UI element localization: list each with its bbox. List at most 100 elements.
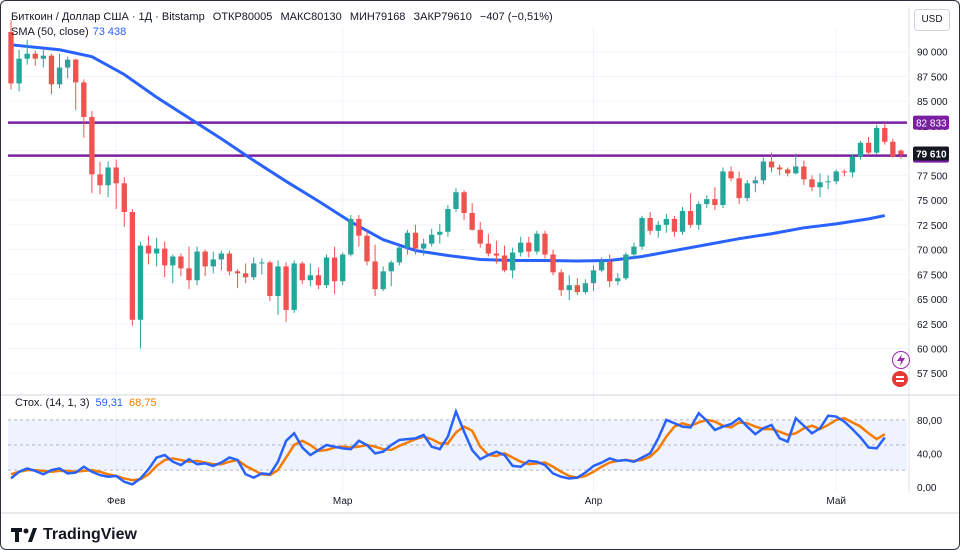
candle: [663, 213, 670, 233]
candle: [558, 269, 564, 297]
candle-body: [242, 273, 249, 278]
candle: [825, 175, 831, 190]
candle: [307, 263, 314, 287]
candle: [696, 201, 702, 230]
candle: [202, 249, 208, 277]
candle-body: [768, 161, 775, 168]
candle: [186, 246, 192, 290]
candle: [331, 246, 338, 295]
price-tick-label: 67 500: [917, 270, 948, 281]
candle: [639, 215, 645, 250]
candle: [404, 229, 411, 255]
low-value: МИН79168: [349, 11, 406, 23]
candle-body: [8, 31, 14, 84]
candle: [566, 275, 572, 301]
candle-body: [631, 246, 637, 255]
candle-body: [687, 210, 694, 225]
candle: [518, 236, 524, 257]
lightning-icon[interactable]: [892, 351, 910, 369]
candle-body: [785, 169, 791, 174]
candle-body: [437, 231, 443, 235]
tradingview-logo[interactable]: TradingView: [11, 526, 137, 544]
sma-line: [10, 43, 886, 263]
candle-body: [113, 167, 119, 184]
candle: [809, 175, 815, 192]
stoch-k-line: [10, 407, 886, 486]
candle: [793, 153, 799, 175]
price-tick-label: 70 000: [917, 246, 948, 257]
candle-body: [550, 254, 556, 273]
candle-body: [857, 142, 864, 157]
candle-body: [744, 183, 750, 199]
candle: [218, 250, 225, 271]
candle: [275, 260, 281, 315]
candle: [760, 157, 767, 185]
candle-body: [251, 263, 257, 278]
candle: [647, 211, 653, 235]
candle-body: [461, 192, 467, 213]
candle-body: [73, 59, 79, 83]
stochastic-legend[interactable]: Стох. (14, 1, 3) 59,31 68,75: [15, 397, 157, 409]
candle: [720, 167, 726, 209]
sma-value: 73 438: [92, 26, 127, 38]
candle: [857, 140, 864, 160]
candle: [736, 171, 742, 205]
price-tick-label: 65 000: [917, 295, 948, 306]
price-tick-label: 75 000: [917, 196, 948, 207]
candle-body: [526, 242, 532, 252]
flag-icon[interactable]: [892, 371, 908, 387]
candle: [356, 214, 362, 247]
candle-body: [598, 261, 605, 271]
symbol-header[interactable]: Биткоин / Доллар США · 1Д · Bitstamp ОТК…: [11, 11, 558, 23]
currency-button[interactable]: USD: [914, 9, 950, 31]
candle-body: [356, 218, 362, 236]
candle: [267, 260, 273, 302]
candle-body: [607, 261, 613, 282]
candle: [631, 242, 637, 259]
candle: [234, 269, 241, 289]
open-value: ОТКР80005: [212, 11, 273, 23]
candle-body: [412, 232, 419, 249]
candle-body: [898, 150, 904, 155]
candle: [323, 254, 330, 289]
sma-legend[interactable]: SMA (50, close) 73 438: [11, 26, 126, 38]
candle: [687, 193, 694, 228]
stoch-tick-label: 40,00: [917, 449, 942, 460]
candle: [437, 223, 443, 244]
candle-body: [299, 263, 305, 281]
candle: [226, 250, 233, 276]
candle: [372, 244, 378, 297]
price-tick-label: 62 500: [917, 320, 948, 331]
candle-body: [582, 283, 589, 293]
candle: [299, 261, 305, 285]
time-tick-label: Апр: [585, 496, 603, 507]
candle: [882, 122, 888, 145]
candle-body: [542, 233, 548, 255]
candle: [542, 230, 548, 259]
high-value: МАКС80130: [280, 11, 342, 23]
candle-body: [679, 210, 686, 232]
candle: [153, 237, 160, 267]
candle: [849, 154, 856, 178]
change-value: −407 (−0,51%): [479, 11, 553, 23]
last-price-label: 79 610: [916, 150, 947, 161]
candle: [380, 266, 386, 292]
candle: [412, 224, 419, 255]
candle-body: [890, 141, 896, 157]
price-tick-label: 90 000: [917, 48, 948, 59]
level-price-label: 82 833: [916, 119, 947, 130]
candle-body: [170, 256, 176, 266]
candle: [453, 188, 459, 212]
candle: [550, 249, 556, 276]
candle: [24, 39, 30, 65]
candle-body: [704, 199, 710, 205]
candle: [194, 246, 200, 286]
candle-body: [218, 253, 225, 260]
candle-body: [509, 252, 516, 271]
candle: [801, 160, 807, 186]
price-tick-label: 60 000: [917, 344, 948, 355]
candle-body: [518, 242, 524, 253]
candle: [81, 79, 87, 138]
candle-body: [137, 245, 144, 320]
